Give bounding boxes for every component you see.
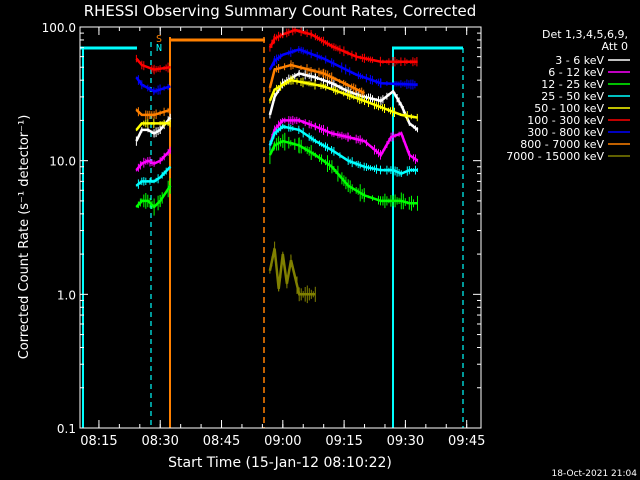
series-2	[135, 132, 418, 216]
y-tick-label: 10.0	[49, 155, 76, 169]
legend-label: 3 - 6 keV	[555, 54, 604, 67]
y-tick-label: 100.0	[42, 21, 76, 35]
series-4	[135, 75, 418, 132]
x-tick-label: 09:30	[387, 434, 424, 449]
flag-label: N	[156, 43, 162, 54]
plot-frame	[79, 26, 482, 429]
y-tick-label: 1.0	[57, 288, 76, 302]
axes: 0.1 1.0 10.0 100.0 08:15 08:30 08:45 09:00 09:15…	[42, 21, 486, 449]
x-tick-label: 08:30	[141, 434, 178, 449]
y-tick-label: 0.1	[57, 422, 76, 436]
legend-label: 100 - 300 keV	[527, 114, 604, 127]
legend-label: 800 - 7000 keV	[520, 138, 604, 151]
chart-title: RHESSI Observing Summary Count Rates, Co…	[84, 2, 477, 20]
x-tick-label: 08:45	[203, 434, 240, 449]
series-line	[268, 248, 316, 296]
legend-label: 6 - 12 keV	[548, 66, 604, 79]
series-3	[135, 123, 418, 189]
legend-header: Att 0	[602, 40, 628, 53]
series-6	[135, 46, 418, 96]
legend-label: 7000 - 15000 keV	[506, 150, 604, 163]
legend-label: 25 - 50 keV	[541, 90, 604, 103]
flag-label: S	[156, 34, 162, 45]
x-tick-label: 09:15	[325, 434, 362, 449]
x-tick-label: 09:45	[448, 434, 485, 449]
x-tick-label: 09:00	[264, 434, 301, 449]
series-8	[268, 241, 316, 304]
observing-intervals: SN	[80, 34, 464, 428]
legend-label: 50 - 100 keV	[534, 102, 604, 115]
footer-date: 18-Oct-2021 21:04	[552, 469, 638, 479]
series-line	[268, 119, 419, 162]
legend-label: 300 - 800 keV	[527, 126, 604, 139]
series-line	[135, 149, 172, 171]
y-axis-label: Corrected Count Rate (s⁻¹ detector⁻¹)	[17, 115, 32, 360]
x-axis-label: Start Time (15-Jan-12 08:10:22)	[168, 455, 392, 471]
series-layer	[135, 26, 419, 304]
series-line	[135, 185, 172, 209]
x-tick-label: 08:15	[80, 434, 117, 449]
legend-header: Det 1,3,4,5,6,9,	[542, 28, 628, 41]
series-7	[135, 60, 366, 120]
series-5	[135, 26, 418, 75]
legend-label: 12 - 25 keV	[541, 78, 604, 91]
